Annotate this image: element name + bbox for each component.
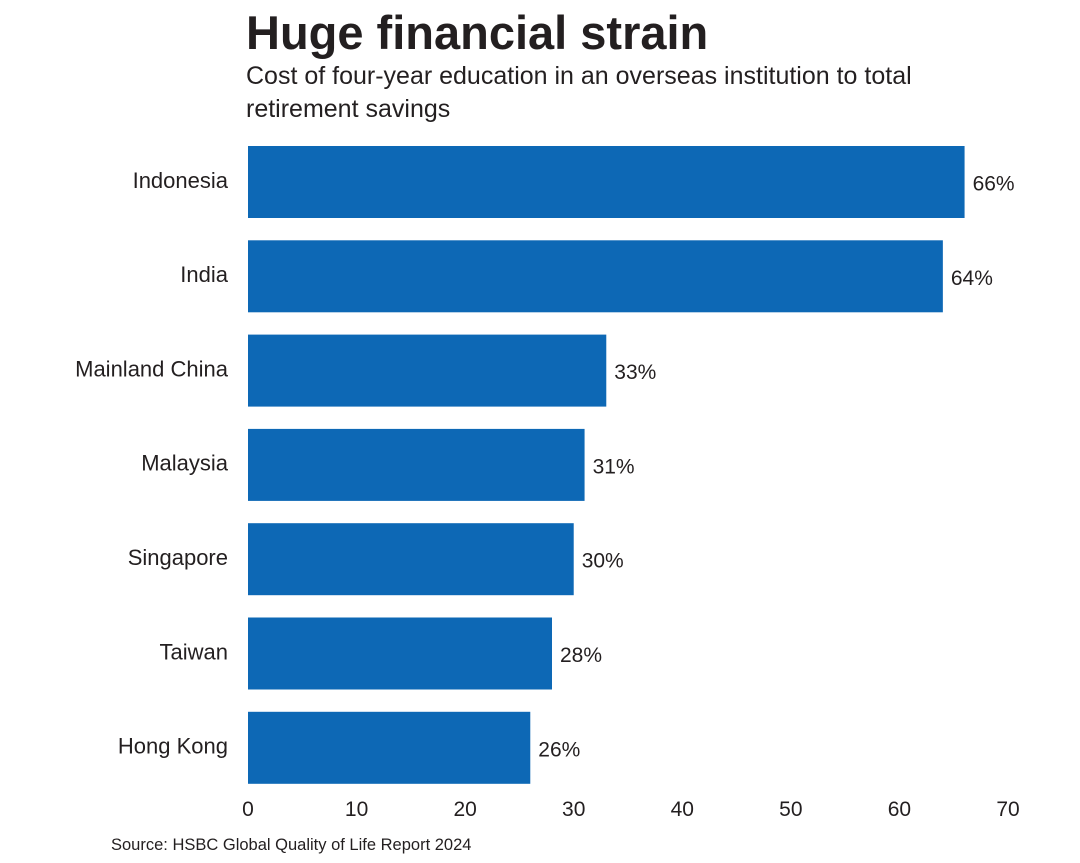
category-label: Malaysia [141,451,229,476]
value-labels: 66% 64% 33% 31% 30% 28% 26% [538,173,1014,762]
category-labels: Indonesia India Mainland China Malaysia Sing… [75,168,229,759]
x-tick-label: 0 [242,798,254,821]
chart-source: Source: HSBC Global Quality of Life Repo… [111,836,472,854]
x-tick-label: 30 [562,798,585,821]
bar-malaysia [248,428,585,501]
value-label: 64% [951,267,993,290]
x-tick-label: 20 [453,798,476,821]
bar-india [248,240,943,313]
bar-indonesia [248,146,965,218]
bar-mainland-china [248,334,607,407]
category-label: Indonesia [133,168,229,193]
category-label: Hong Kong [118,734,228,759]
x-axis-ticks: 0 10 20 30 40 50 60 70 [242,798,1020,821]
category-label: Taiwan [160,639,228,664]
x-tick-label: 60 [888,798,911,821]
chart-title: Huge financial strain [246,6,709,59]
value-label: 66% [973,173,1015,196]
value-label: 28% [560,644,602,667]
value-label: 31% [593,455,635,478]
x-tick-label: 50 [779,798,802,821]
value-label: 26% [538,738,580,761]
x-tick-label: 70 [996,798,1019,821]
bar-singapore [248,523,574,596]
x-tick-label: 40 [671,798,694,821]
category-label: India [180,262,228,287]
bars-group [248,146,965,784]
x-tick-label: 10 [345,798,368,821]
value-label: 30% [582,550,624,573]
bar-taiwan [248,617,552,690]
category-label: Mainland China [75,356,229,381]
bar-hong-kong [248,711,531,784]
chart-subtitle: Cost of four-year education in an overse… [246,62,912,123]
value-label: 33% [614,361,656,384]
category-label: Singapore [128,545,228,570]
